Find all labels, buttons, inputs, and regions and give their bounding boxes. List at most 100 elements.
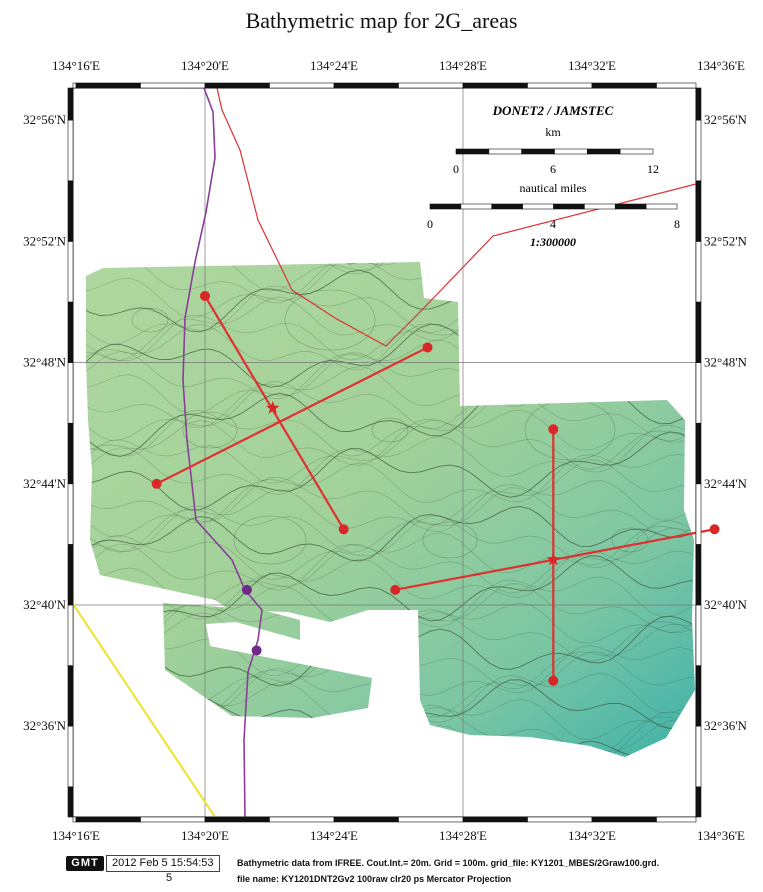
- contour-line: [86, 454, 695, 524]
- contour-line: [86, 505, 695, 562]
- frame-tick: [462, 816, 528, 823]
- lon-label-0-top: 134°16'E: [52, 58, 100, 73]
- nm-bar-segment: [522, 203, 554, 210]
- km-tick-0: 0: [453, 162, 459, 176]
- contour-line: [86, 459, 695, 537]
- frame-tick: [269, 816, 335, 823]
- frame-tick: [67, 241, 74, 303]
- grid-lines: [73, 88, 696, 817]
- scalebar-km-label: km: [545, 125, 561, 139]
- frame-tick: [72, 816, 77, 823]
- cable-node-P1: [241, 584, 252, 595]
- frame-tick: [695, 87, 702, 121]
- lat-label-0-left: 32°56'N: [23, 112, 67, 127]
- contour-line: [86, 555, 695, 634]
- frame-tick: [67, 786, 74, 818]
- contour-loop: [182, 411, 238, 449]
- station-A1: [200, 290, 210, 301]
- shipping-lane-red: [216, 88, 696, 347]
- frame-tick: [695, 786, 702, 818]
- frame-tick: [204, 816, 270, 823]
- lat-label-3-left: 32°44'N: [23, 476, 67, 491]
- station-A3: [151, 478, 162, 489]
- frame-tick: [333, 82, 399, 89]
- nm-bar-segment: [645, 203, 678, 210]
- page-number: 5: [166, 872, 173, 884]
- scalebar-nm-label: nautical miles: [520, 181, 587, 195]
- lon-label-2-top: 134°24'E: [310, 58, 358, 73]
- km-bar-segment: [455, 148, 490, 155]
- frame-tick: [591, 816, 657, 823]
- lat-label-1-right: 32°52'N: [704, 233, 748, 248]
- lon-label-0-bottom: 134°16'E: [52, 828, 100, 843]
- frame-tick: [695, 665, 702, 727]
- frame-tick: [67, 483, 74, 545]
- nm-bar-segment: [460, 203, 493, 210]
- frame-tick: [398, 82, 464, 89]
- lat-label-5-right: 32°36'N: [704, 718, 748, 733]
- station-B3: [390, 584, 401, 595]
- nm-bar-segment: [614, 203, 647, 210]
- frame-tick: [695, 422, 702, 485]
- contour-loop: [284, 289, 376, 351]
- frame-tick: [140, 816, 206, 823]
- lat-label-4-left: 32°40'N: [23, 597, 67, 612]
- frame-tick: [67, 180, 74, 242]
- frame-tick: [695, 241, 702, 303]
- frame-tick: [72, 82, 77, 89]
- lon-label-2-bottom: 134°24'E: [310, 828, 358, 843]
- frame-tick: [695, 180, 702, 242]
- contour-line: [86, 424, 695, 495]
- contour-line: [86, 520, 695, 591]
- km-bar: [455, 148, 654, 155]
- nm-bar: [429, 203, 678, 210]
- nm-bar-segment: [491, 203, 523, 210]
- nm-tick-1: 4: [550, 217, 556, 231]
- lon-label-5-bottom: 134°36'E: [697, 828, 745, 843]
- frame-tick: [75, 816, 141, 823]
- nm-tick-2: 8: [674, 217, 680, 231]
- frame-tick: [140, 82, 206, 89]
- contour-loop: [422, 521, 478, 559]
- contour-loop: [371, 417, 409, 443]
- km-bar-segment: [488, 148, 522, 155]
- frame-tick: [67, 725, 74, 788]
- lon-label-1-bottom: 134°20'E: [181, 828, 229, 843]
- frame-tick: [269, 82, 335, 89]
- backbone-link-1: [156, 346, 429, 485]
- contour-line: [86, 487, 695, 553]
- lat-label-1-left: 32°52'N: [23, 233, 67, 248]
- frame-tick: [656, 82, 697, 89]
- frame-ticks: [67, 82, 702, 823]
- scale-bar: DONET2 / JAMSTEC km 0 6 12 nautical mile…: [427, 103, 680, 249]
- lon-label-3-bottom: 134°28'E: [439, 828, 487, 843]
- frame-tick: [204, 82, 270, 89]
- frame-tick: [527, 816, 593, 823]
- frame-tick: [67, 362, 74, 424]
- contour-line: [86, 419, 695, 484]
- lon-label-4-bottom: 134°32'E: [568, 828, 616, 843]
- nm-tick-0: 0: [427, 217, 433, 231]
- gmt-logo: GMT: [66, 856, 104, 871]
- contour-line: [86, 391, 695, 457]
- frame-tick: [462, 82, 528, 89]
- scale-ratio: 1:300000: [530, 235, 576, 249]
- lat-label-2-right: 32°48'N: [704, 355, 748, 370]
- contour-loop: [131, 307, 169, 333]
- station-A4: [338, 524, 349, 535]
- lat-label-2-left: 32°48'N: [23, 355, 67, 370]
- hub-HUB-A: [266, 401, 280, 414]
- frame-tick: [67, 544, 74, 606]
- data-note-line-1: Bathymetric data from IFREE. Cout.Int.= …: [237, 858, 660, 868]
- km-tick-1: 6: [550, 162, 556, 176]
- frame-tick: [67, 301, 74, 363]
- frame-tick: [67, 87, 74, 121]
- nm-bar-segment: [553, 203, 585, 210]
- station-B1: [548, 424, 559, 435]
- longitude-labels: 134°16'E 134°16'E 134°20'E 134°20'E 134°24'E…: [52, 58, 745, 843]
- observatory-network: [151, 290, 720, 686]
- lat-label-4-right: 32°40'N: [704, 597, 748, 612]
- backbone-link-0: [204, 295, 345, 530]
- contour-line: [86, 479, 695, 553]
